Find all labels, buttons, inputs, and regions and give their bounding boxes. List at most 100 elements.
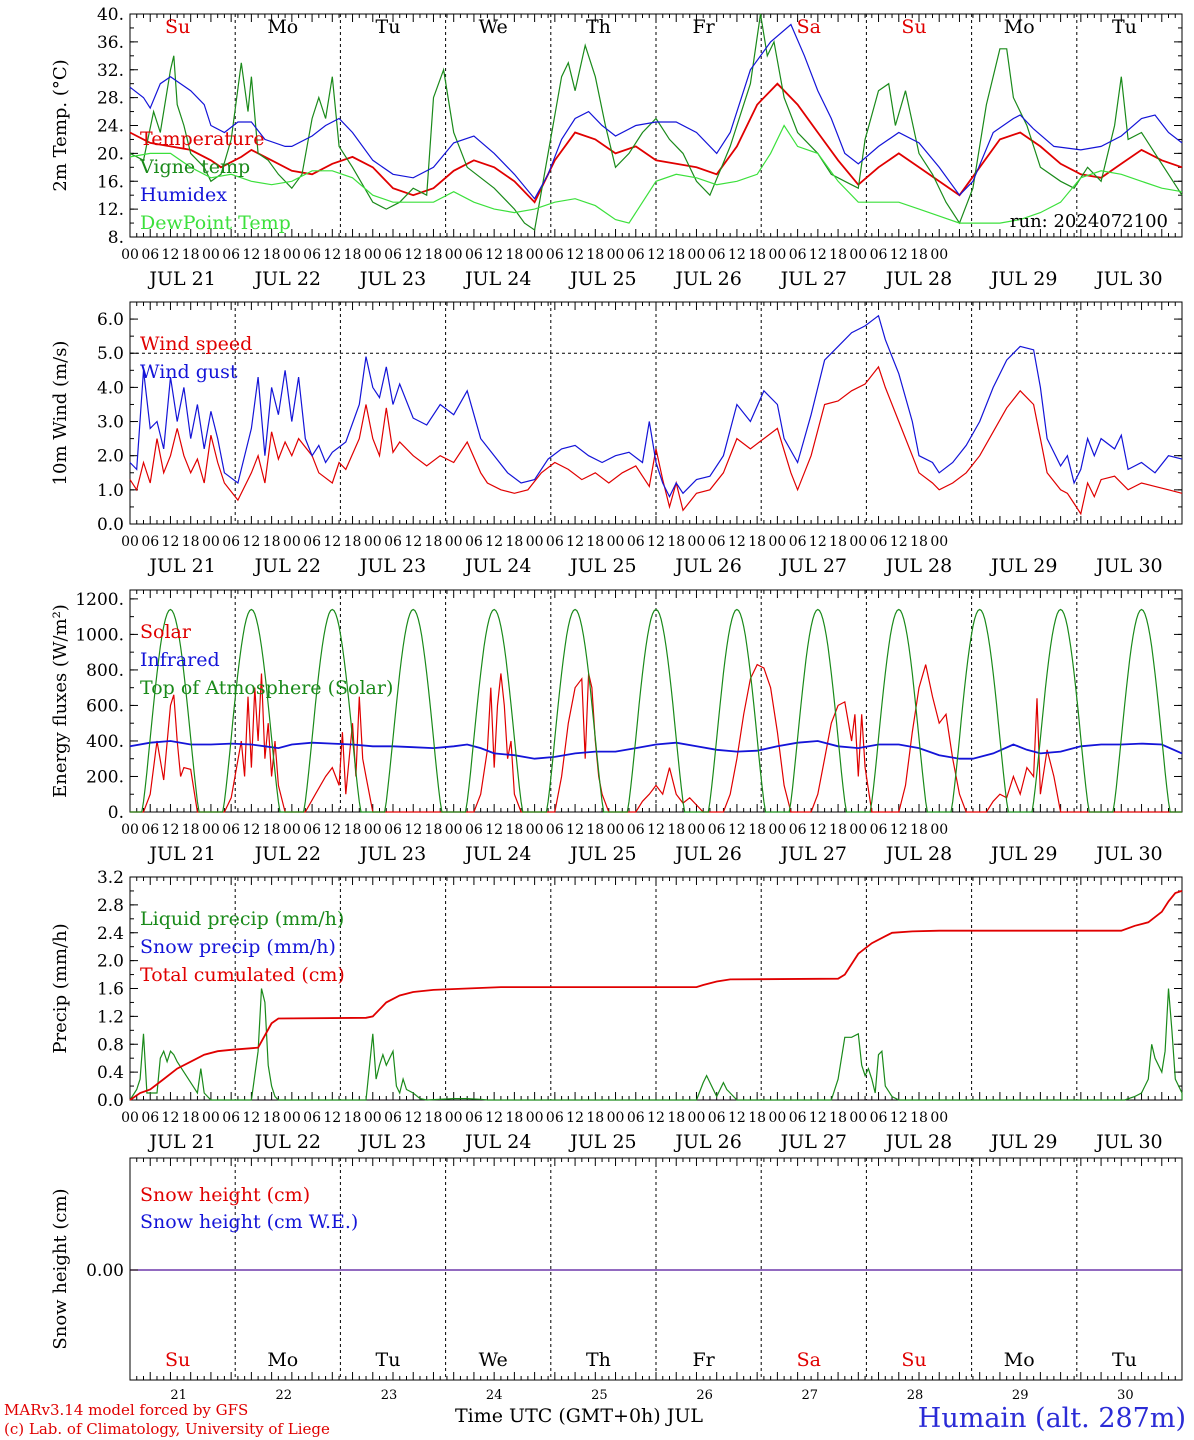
x-hour-label: 12	[809, 247, 827, 263]
x-hour-label: 18	[505, 534, 523, 550]
y-tick-label: 32.	[97, 61, 124, 81]
panel-1	[129, 13, 1183, 238]
x-hour-label: 18	[425, 534, 443, 550]
weekday-label: Tu	[1112, 1349, 1137, 1371]
x-hour-label: 00	[526, 247, 544, 263]
legend-vigne-temp: Vigne temp	[139, 156, 250, 178]
x-hour-label: 18	[263, 534, 281, 550]
x-date-label: JUL 22	[253, 1131, 321, 1153]
x-hour-label: 00	[283, 1110, 301, 1126]
x-hour-label: 12	[404, 822, 422, 838]
x-hour-label: 00	[445, 247, 463, 263]
weekday-label: Tu	[1112, 16, 1137, 38]
x-hour-label: 18	[344, 822, 362, 838]
x-hour-label: 18	[344, 534, 362, 550]
x-hour-label: 06	[222, 1110, 240, 1126]
x-hour-label: 00	[202, 247, 220, 263]
y-tick-label: 3.0	[97, 413, 124, 433]
series-top-of-atmosphere-solar-	[130, 608, 1182, 813]
weekday-label: Sa	[797, 1349, 821, 1371]
x-hour-label: 06	[465, 534, 483, 550]
x-hour-label: 06	[384, 534, 402, 550]
weekday-label: Fr	[692, 1349, 715, 1371]
x-hour-label: 12	[890, 247, 908, 263]
x-hour-label: 06	[141, 247, 159, 263]
x-hour-label: 18	[667, 534, 685, 550]
day-number: 30	[1117, 1388, 1134, 1403]
y-axis-label: Energy fluxes (W/m²)	[50, 604, 71, 798]
x-hour-label: 00	[607, 1110, 625, 1126]
legend-wind-speed: Wind speed	[140, 333, 252, 355]
x-hour-label: 12	[242, 822, 260, 838]
x-hour-label: 00	[202, 822, 220, 838]
x-date-label: JUL 29	[989, 1131, 1057, 1153]
x-hour-label: 12	[728, 822, 746, 838]
x-hour-label: 06	[546, 822, 564, 838]
x-date-label: JUL 21	[147, 1131, 215, 1153]
x-hour-label: 00	[688, 247, 706, 263]
x-date-label: JUL 26	[673, 555, 741, 577]
x-hour-label: 00	[202, 534, 220, 550]
x-date-label: JUL 27	[779, 555, 847, 577]
x-date-label: JUL 23	[358, 555, 426, 577]
x-hour-label: 06	[303, 247, 321, 263]
series-humidex	[129, 23, 1183, 200]
x-hour-label: 12	[404, 247, 422, 263]
x-hour-label: 00	[768, 822, 786, 838]
y-tick-label: 1000.	[75, 625, 124, 645]
x-hour-label: 06	[141, 1110, 159, 1126]
x-hour-label: 06	[546, 534, 564, 550]
x-date-label: JUL 21	[147, 268, 215, 290]
x-hour-label: 06	[708, 822, 726, 838]
x-hour-label: 00	[768, 1110, 786, 1126]
x-hour-label: 18	[586, 822, 604, 838]
x-hour-label: 18	[263, 1110, 281, 1126]
x-hour-label: 00	[121, 534, 139, 550]
series-temperature	[129, 82, 1183, 204]
weekday-label: Mo	[267, 16, 298, 38]
x-hour-label: 00	[364, 1110, 382, 1126]
y-tick-label: 4.0	[97, 378, 124, 398]
x-date-label: JUL 24	[463, 1131, 531, 1153]
series-vigne-temp	[129, 13, 1183, 232]
x-hour-label: 18	[182, 822, 200, 838]
x-hour-label: 18	[910, 534, 928, 550]
x-hour-label: 06	[546, 247, 564, 263]
y-tick-label: 1.2	[97, 1007, 124, 1027]
weekday-label: Sa	[797, 16, 821, 38]
day-number: 23	[381, 1388, 398, 1403]
x-date-label: JUL 25	[568, 843, 636, 865]
x-hour-label: 12	[485, 534, 503, 550]
x-hour-label: 18	[910, 247, 928, 263]
legend-dewpoint-temp: DewPoint Temp	[140, 212, 291, 234]
x-date-label: JUL 30	[1094, 843, 1162, 865]
x-date-label: JUL 21	[147, 555, 215, 577]
x-date-label: JUL 25	[568, 555, 636, 577]
x-hour-label: 00	[526, 822, 544, 838]
x-hour-label: 06	[708, 1110, 726, 1126]
x-date-label: JUL 29	[989, 843, 1057, 865]
y-axis-label: Precip (mm/h)	[50, 923, 71, 1053]
weekday-label: We	[479, 1349, 508, 1371]
x-hour-label: 00	[121, 1110, 139, 1126]
x-hour-label: 06	[789, 247, 807, 263]
panel-frame	[129, 13, 1183, 238]
x-hour-label: 18	[344, 1110, 362, 1126]
day-number: 24	[486, 1388, 503, 1403]
weekday-label: Su	[165, 1349, 190, 1371]
x-hour-label: 00	[930, 247, 948, 263]
y-tick-label: 6.0	[97, 310, 124, 330]
y-tick-label: 600.	[86, 696, 124, 716]
weekday-label: Fr	[692, 16, 715, 38]
x-hour-label: 12	[323, 1110, 341, 1126]
y-tick-label: 0.00	[86, 1261, 124, 1281]
x-hour-label: 00	[121, 822, 139, 838]
x-hour-label: 00	[849, 822, 867, 838]
x-date-label: JUL 24	[463, 843, 531, 865]
weekday-label: Mo	[1004, 16, 1035, 38]
x-hour-label: 18	[748, 247, 766, 263]
x-hour-label: 18	[748, 534, 766, 550]
x-hour-label: 12	[809, 822, 827, 838]
y-tick-label: 1.6	[97, 980, 124, 1000]
panel-4	[129, 876, 1183, 1101]
